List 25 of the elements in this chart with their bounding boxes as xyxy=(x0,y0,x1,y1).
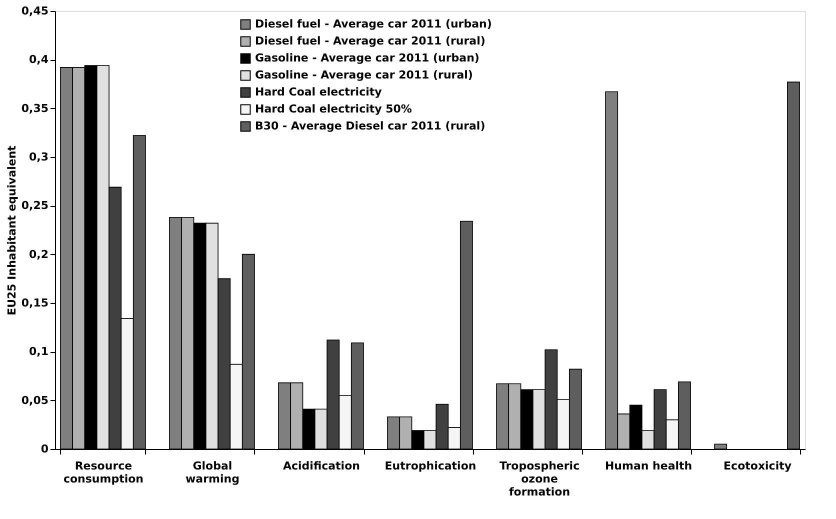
x-tick-label: Global warming xyxy=(186,460,240,486)
y-tick-label: 0,25 xyxy=(21,199,48,212)
y-tick-label: 0,35 xyxy=(21,102,48,115)
x-tick-label: Eutrophication xyxy=(384,460,476,472)
legend-label: Gasoline - Average car 2011 (rural) xyxy=(255,68,473,82)
x-tick-label: Acidification xyxy=(283,460,360,472)
legend-label: Diesel fuel - Average car 2011 (urban) xyxy=(255,18,492,30)
y-tick-label: 0,2 xyxy=(29,248,48,261)
x-tick-label: Resource consumption xyxy=(63,460,144,486)
x-tick-label: Tropospheric ozone formation xyxy=(499,460,580,498)
y-tick-label: 0,15 xyxy=(21,296,48,310)
legend-label: B30 - Average Diesel car 2011 (rural) xyxy=(255,120,486,132)
legend-label: Gasoline - Average car 2011 (urban) xyxy=(255,52,480,64)
y-tick-label: 0 xyxy=(40,442,49,456)
legend-label: Hard Coal electricity 50% xyxy=(255,102,412,116)
y-tick-label: 0,45 xyxy=(21,4,48,18)
y-tick-label: 0,4 xyxy=(29,53,49,66)
y-tick-label: 0,1 xyxy=(29,345,48,358)
legend-label: Hard Coal electricity xyxy=(255,86,382,98)
y-tick-label: 0,05 xyxy=(21,394,48,407)
y-axis-title: EU25 Inhabitant equivalent xyxy=(5,146,18,316)
y-tick-label: 0,3 xyxy=(29,150,48,164)
x-tick-label: Human health xyxy=(604,460,692,472)
legend-label: Diesel fuel - Average car 2011 (rural) xyxy=(255,34,486,48)
x-tick-label: Ecotoxicity xyxy=(724,460,792,472)
